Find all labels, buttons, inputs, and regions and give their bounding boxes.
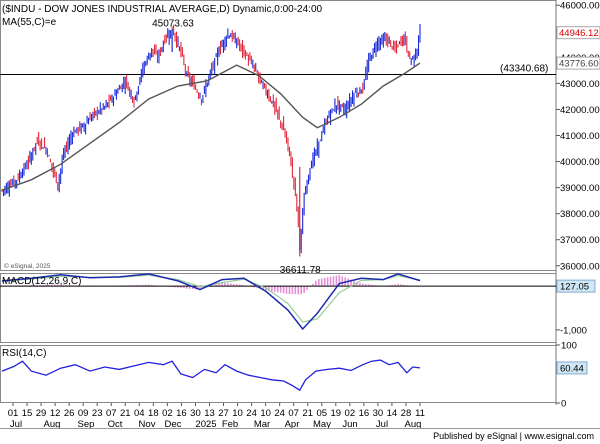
month-label: Jul — [376, 419, 388, 428]
x-tick-label: 11 — [415, 408, 425, 419]
x-tick-label: 18 — [148, 408, 159, 419]
month-label: Apr — [285, 419, 300, 428]
rsi-y-tick-label: 0 — [561, 399, 566, 410]
price-y-tick-label: 46000.00 — [560, 1, 600, 12]
x-tick-label: 10 — [260, 408, 271, 419]
x-tick-label: 30 — [190, 408, 201, 419]
price-y-tick-label: 42000.00 — [560, 105, 600, 116]
annotation-low: 36611.78 — [280, 265, 321, 276]
x-tick-label: 14 — [387, 408, 398, 419]
macd-y-tick-label: -1,000 — [560, 325, 587, 336]
x-tick-label: 21 — [302, 408, 313, 419]
x-tick-label: 21 — [120, 408, 131, 419]
macd-title: MACD(12,26,9,C) — [2, 276, 81, 287]
x-tick-label: 30 — [373, 408, 384, 419]
month-label: Nov — [139, 419, 156, 428]
price-y-tick-label: 43000.00 — [560, 79, 600, 90]
month-label: Aug — [44, 419, 61, 428]
x-tick-label: 12 — [50, 408, 61, 419]
x-tick-label: 16 — [359, 408, 370, 419]
x-tick-label: 09 — [78, 408, 89, 419]
price-y-tick-label: 41000.00 — [560, 131, 600, 142]
rsi-y-tick-label: 100 — [561, 341, 577, 352]
rsi-line — [1, 359, 421, 392]
price-y-tick-label: 37000.00 — [560, 235, 600, 246]
ma-value-box — [556, 56, 600, 70]
month-label: Dec — [165, 419, 182, 428]
month-label: 2025 — [195, 419, 216, 428]
ma-value-label: 43776.60 — [559, 59, 599, 70]
x-tick-label: 16 — [176, 408, 187, 419]
price-y-tick-label: 40000.00 — [560, 157, 600, 168]
x-tick-label: 02 — [162, 408, 173, 419]
x-tick-label: 07 — [288, 408, 299, 419]
x-tick-label: 24 — [274, 408, 285, 419]
x-tick-label: 26 — [64, 408, 75, 419]
x-tick-label: 13 — [204, 408, 215, 419]
watermark: © eSignal, 2025 — [4, 262, 51, 270]
x-tick-label: 07 — [106, 408, 117, 419]
rsi-last-label: 60.44 — [560, 363, 584, 374]
chart-title: ($INDU - DOW JONES INDUSTRIAL AVERAGE,D)… — [2, 4, 323, 15]
month-label: Aug — [405, 419, 422, 428]
x-tick-label: 01 — [8, 408, 19, 419]
macd-last-box — [556, 279, 596, 293]
x-tick-label: 04 — [134, 408, 145, 419]
annotation-level: (43340.68) — [500, 64, 548, 75]
x-tick-label: 29 — [36, 408, 47, 419]
macd-last-label: 127.05 — [560, 282, 589, 293]
footer: Published by eSignal | www.esignal.com — [0, 428, 600, 444]
x-tick-label: 02 — [345, 408, 356, 419]
month-label: Jun — [342, 419, 357, 428]
month-label: Mar — [254, 419, 270, 428]
month-label: Oct — [108, 419, 123, 428]
price-y-tick-label: 38000.00 — [560, 209, 600, 220]
month-label: Sep — [78, 419, 95, 428]
month-label: Jul — [10, 419, 22, 428]
annotation-high: 45073.63 — [152, 18, 194, 29]
x-tick-label: 10 — [232, 408, 243, 419]
x-tick-label: 23 — [92, 408, 103, 419]
x-tick-label: 19 — [331, 408, 342, 419]
rsi-last-box — [556, 361, 588, 375]
month-label: May — [313, 419, 331, 428]
ma-label: MA(55,C)=e — [2, 17, 57, 28]
x-tick-label: 15 — [22, 408, 33, 419]
macd-line — [1, 273, 421, 331]
last-price-box — [556, 26, 600, 40]
x-tick-label: 05 — [316, 408, 327, 419]
footer-text: Published by eSignal | www.esignal.com — [433, 431, 594, 441]
x-tick-label: 27 — [218, 408, 229, 419]
rsi-title: RSI(14,C) — [2, 348, 46, 359]
x-tick-label: 28 — [401, 408, 412, 419]
month-label: Feb — [222, 419, 238, 428]
price-y-tick-label: 39000.00 — [560, 183, 600, 194]
chart-svg: 45073.63 36611.78 (43340.68) ($INDU - DOW J… — [0, 0, 600, 430]
x-tick-label: 24 — [246, 408, 257, 419]
last-price-label: 44946.12 — [559, 28, 599, 39]
price-y-tick-label: 36000.00 — [560, 261, 600, 272]
moving-average-line — [1, 62, 421, 191]
